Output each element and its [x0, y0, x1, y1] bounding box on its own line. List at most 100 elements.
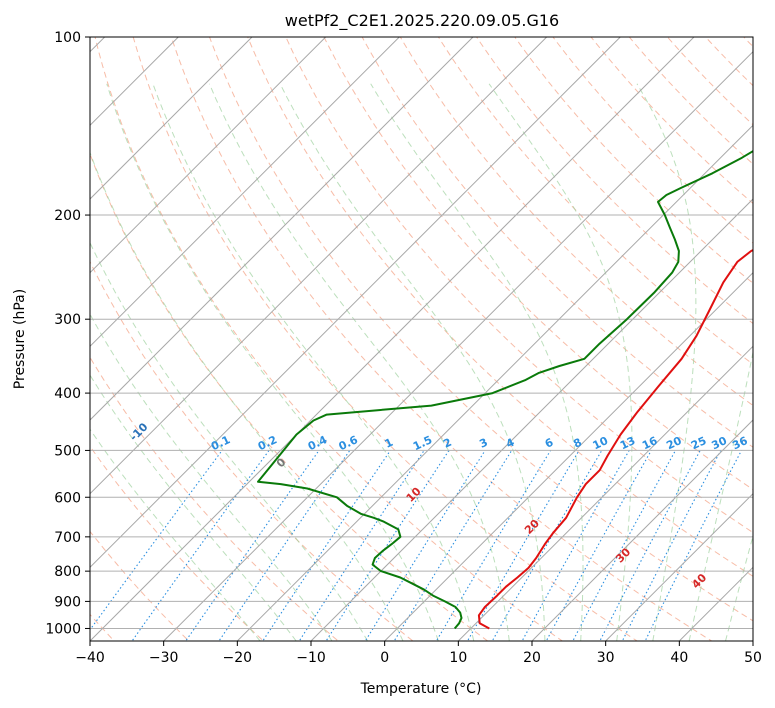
mixing-ratio-label: 16	[640, 434, 660, 452]
x-tick-label: −40	[75, 650, 105, 666]
y-tick-label: 900	[54, 594, 81, 610]
moist-adiabat-line	[90, 428, 261, 641]
isotherm-line	[90, 37, 621, 569]
x-tick-label: 50	[744, 650, 762, 666]
isotherm-line	[310, 198, 753, 641]
mixing-ratio-line	[491, 450, 603, 641]
y-tick-label: 200	[54, 208, 81, 224]
dry-adiabat-line	[590, 37, 753, 205]
temperature-profile-line	[477, 249, 753, 630]
x-tick-label: −30	[149, 650, 179, 666]
y-tick-label: 500	[54, 443, 81, 459]
mixing-ratio-line	[435, 450, 552, 641]
dry-adiabat-line	[94, 37, 564, 641]
dry-adiabat-line	[90, 445, 265, 641]
dewpoint-profile-line	[257, 149, 753, 630]
mixing-ratio-label: 13	[618, 434, 637, 452]
chart-title: wetPf2_C2E1.2025.220.09.05.G16	[285, 11, 559, 31]
moist-adiabat-line	[208, 83, 510, 641]
mixing-ratio-line	[218, 450, 351, 641]
mixing-ratio-line	[644, 450, 742, 641]
moist-adiabat-line	[488, 83, 633, 641]
y-tick-label: 400	[54, 386, 81, 402]
isotherm-line	[236, 124, 753, 641]
moist-adiabat-label: 40	[689, 571, 709, 591]
dry-adiabat-line	[399, 37, 753, 407]
isotherm-line	[90, 37, 253, 200]
mixing-ratio-line	[131, 450, 270, 641]
x-tick-label: −20	[223, 650, 253, 666]
dry-adiabat-line	[361, 37, 753, 448]
mixing-ratio-label: 30	[710, 434, 730, 452]
dry-adiabat-line	[90, 152, 489, 641]
dry-adiabat-line	[90, 356, 340, 641]
y-tick-label: 700	[54, 530, 81, 546]
moist-adiabat-line	[106, 83, 439, 641]
isotherm-line	[457, 345, 753, 641]
dry-adiabat-label: -10	[127, 420, 150, 443]
mixing-ratio-line	[364, 450, 486, 641]
profile-series	[257, 149, 753, 630]
x-tick-label: −10	[296, 650, 326, 666]
mixing-ratio-label: 4	[504, 436, 517, 451]
isotherm-line	[90, 37, 474, 421]
isotherm-line	[90, 37, 327, 274]
dry-adiabat-line	[285, 37, 753, 534]
dry-adiabat-line	[323, 37, 753, 491]
isotherm-line	[752, 640, 753, 641]
dry-adiabat-line	[90, 260, 414, 641]
isotherm-line	[90, 37, 400, 348]
y-axis-ticks: 100 200 300 400 500 600 700 800 900 1000	[45, 30, 90, 637]
mixing-ratio-line	[621, 450, 722, 641]
mixing-ratio-line	[393, 450, 513, 641]
mixing-ratio-label: 25	[689, 434, 708, 452]
moist-adiabat-line	[90, 313, 333, 641]
mixing-ratio-label: 6	[543, 436, 556, 451]
dry-adiabat-line	[208, 37, 753, 622]
plot-area: -100-90-80-70-60-50-40-30-20-10010203040…	[90, 10, 775, 653]
moist-adiabat-line	[90, 374, 297, 641]
moist-adiabat-label: 0	[274, 455, 289, 470]
moist-adiabat-line	[370, 83, 584, 641]
y-axis-label: Pressure (hPa)	[12, 289, 28, 389]
mixing-ratio-line	[572, 450, 676, 641]
mixing-ratio-label: 3	[477, 436, 489, 451]
isotherm-line	[90, 37, 548, 495]
moist-adiabat-line	[152, 83, 475, 641]
dry-adiabat-line	[475, 37, 753, 325]
isotherm-line	[163, 50, 753, 641]
y-tick-label: 300	[54, 312, 81, 328]
x-tick-label: 0	[380, 650, 389, 666]
dry-adiabat-line	[132, 37, 638, 641]
moist-adiabats	[90, 83, 753, 641]
moist-adiabat-label: 30	[613, 545, 633, 565]
dry-adiabat-line	[170, 37, 713, 641]
isobar-gridlines	[90, 37, 753, 629]
dry-adiabat-line	[666, 37, 753, 126]
mixing-ratio-line	[185, 450, 320, 641]
x-tick-label: 10	[449, 650, 467, 666]
y-tick-label: 600	[54, 490, 81, 506]
dry-adiabat-line	[755, 10, 775, 653]
isotherm-line	[605, 492, 753, 641]
mixing-ratio-line	[599, 450, 701, 641]
isotherm-line	[384, 271, 753, 641]
mixing-ratio-line	[262, 450, 391, 641]
isotherm-line	[531, 419, 753, 641]
mixing-ratio-label: 10	[591, 434, 611, 452]
moist-adiabat-line	[279, 83, 546, 641]
dry-adiabats	[90, 10, 775, 653]
x-axis-ticks: −40 −30 −20 −10 0 10 20 30 40 50	[75, 641, 762, 666]
moist-adiabat-line	[636, 83, 697, 641]
x-tick-label: 40	[670, 650, 688, 666]
mixing-ratio-label: 2	[441, 436, 453, 451]
mixing-ratio-line	[298, 450, 425, 641]
skewed-isotherms	[90, 37, 753, 641]
mixing-ratio-line	[521, 450, 630, 641]
y-tick-label: 1000	[45, 621, 81, 637]
isotherm-line	[90, 37, 695, 641]
dry-adiabat-line	[247, 37, 753, 577]
y-tick-label: 100	[54, 30, 81, 46]
mixing-ratio-label: 20	[664, 434, 684, 452]
